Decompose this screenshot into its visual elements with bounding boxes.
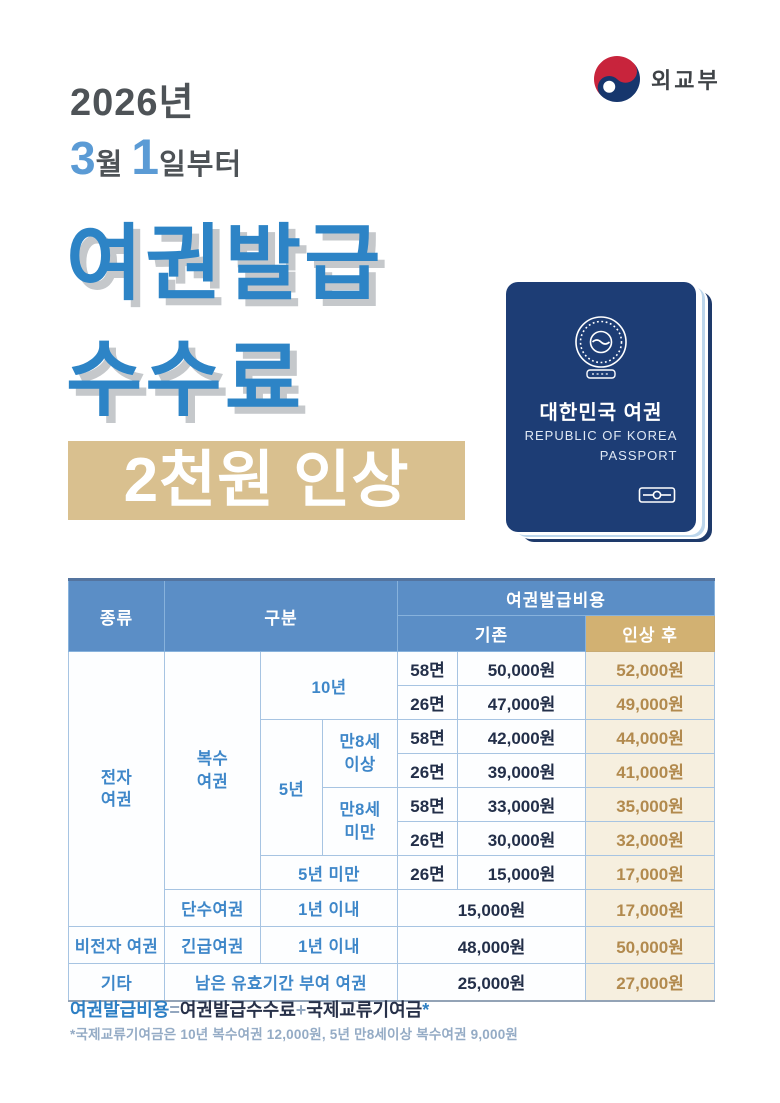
title-line1: 여권발급 (66, 217, 384, 310)
cell-pages: 26면 (397, 821, 459, 856)
group-within-1yr: 1년 이내 (259, 889, 399, 927)
cell-pages: 58면 (397, 787, 459, 822)
cell-after-fee: 49,000원 (585, 685, 716, 720)
passport-illustration: 대한민국 여권 REPUBLIC OF KOREA PASSPORT (506, 282, 696, 532)
group-under-five: 5년 미만 (259, 855, 399, 890)
cell-after-fee: 17,000원 (585, 855, 716, 890)
formula-fee: 여권발급수수료 (179, 1000, 296, 1020)
group-electronic: 전자 여권 (68, 651, 165, 927)
header-cost: 여권발급비용 (397, 579, 716, 616)
cell-existing-fee: 42,000원 (457, 719, 587, 754)
footer-note: *국제교류기여금은 10년 복수여권 12,000원, 5년 만8세이상 복수여… (70, 1027, 519, 1042)
cell-existing-fee: 33,000원 (457, 787, 587, 822)
cell-after-fee: 27,000원 (585, 963, 716, 1001)
formula-contribution: 국제교류기여금 (306, 1000, 423, 1020)
passport-fee-table: 종류 구분 여권발급비용 기존 인상 후 전자 여권 복수 여권 10년 58면… (68, 578, 716, 1002)
group-five-year: 5년 (260, 719, 323, 856)
cell-pages: 26면 (397, 753, 459, 788)
cell-existing-fee: 30,000원 (457, 821, 587, 856)
table-row: 26면 39,000원 41,000원 (69, 753, 716, 788)
announce-month-suffix: 월 (95, 149, 124, 181)
announce-month-number: 3 (70, 132, 96, 184)
passport-english-line1: REPUBLIC OF KOREA (524, 428, 678, 443)
passport-title-english: REPUBLIC OF KOREA PASSPORT (506, 426, 696, 465)
table-row: 기타 남은 유효기간 부여 여권 25,000원 27,000원 (68, 963, 716, 1001)
passport-cover: 대한민국 여권 REPUBLIC OF KOREA PASSPORT (506, 282, 696, 532)
table-row: 5년 미만 26면 15,000원 17,000원 (69, 855, 716, 890)
group-remaining-validity: 남은 유효기간 부여 여권 (163, 963, 399, 1001)
table-row: 비전자 여권 긴급여권 1년 이내 48,000원 50,000원 (68, 926, 716, 964)
title-line2: 수수료 (66, 333, 305, 426)
header-category: 구분 (163, 579, 399, 652)
cell-existing-fee: 39,000원 (457, 753, 587, 788)
formula-plus: + (295, 1000, 307, 1020)
cell-pages: 26면 (397, 855, 459, 890)
header-type: 종류 (68, 579, 165, 652)
taegeuk-symbol-icon (584, 46, 650, 112)
table-row: 26면 47,000원 49,000원 (69, 685, 716, 720)
formula-asterisk: * (422, 1000, 430, 1020)
header-existing: 기존 (397, 615, 587, 652)
cell-after-fee: 17,000원 (585, 889, 716, 927)
formula-cost: 여권발급비용 (70, 1000, 170, 1020)
title-highlight-text: 2천원 인상 (123, 445, 410, 515)
mofa-logo: 외교부 (584, 46, 721, 112)
table-row: 26면 30,000원 32,000원 (69, 821, 716, 856)
footer-formula: 여권발급비용=여권발급수수료+국제교류기여금* (70, 1001, 518, 1019)
cell-existing-fee: 15,000원 (457, 855, 587, 890)
header-after: 인상 후 (585, 615, 716, 652)
cell-pages: 58면 (397, 719, 459, 754)
announce-day-number: 1 (131, 129, 160, 185)
national-emblem-icon (575, 316, 627, 379)
passport-english-line2: PASSPORT (599, 447, 678, 463)
announce-date: 3 월 1 일부터 (70, 132, 242, 182)
cell-pages: 26면 (397, 685, 459, 720)
announce-day-suffix: 일부터 (159, 149, 243, 181)
cell-pages: 58면 (397, 651, 459, 686)
table-row: 5년 만8세 이상 58면 42,000원 44,000원 (69, 719, 716, 856)
cell-existing-fee: 25,000원 (397, 963, 587, 1001)
cell-existing-fee: 47,000원 (457, 685, 587, 720)
group-within-1yr: 1년 이내 (259, 926, 399, 964)
passport-title-korean: 대한민국 여권 (539, 402, 663, 424)
group-non-electronic: 비전자 여권 (68, 926, 165, 964)
cell-after-fee: 44,000원 (585, 719, 716, 754)
formula-equals: = (169, 1000, 180, 1020)
cell-after-fee: 52,000원 (585, 651, 716, 686)
announce-year: 2026년 (70, 82, 195, 124)
group-age-over8: 만8세 이상 (321, 719, 399, 788)
effective-date: 2026년 3 월 1 일부터 (70, 84, 242, 182)
group-ten-year: 10년 (259, 651, 399, 720)
cell-existing-fee: 50,000원 (457, 651, 587, 686)
group-age-under8: 만8세 미만 (321, 787, 399, 856)
cell-after-fee: 41,000원 (585, 753, 716, 788)
cell-existing-fee: 15,000원 (397, 889, 587, 927)
group-other: 기타 (68, 963, 165, 1001)
table-row: 만8세 미만 58면 33,000원 35,000원 (69, 787, 716, 856)
table-row: 단수여권 1년 이내 15,000원 17,000원 (69, 889, 716, 927)
group-emergency: 긴급여권 (164, 926, 261, 964)
group-single: 단수여권 (164, 889, 261, 927)
cell-after-fee: 50,000원 (585, 926, 716, 964)
cell-after-fee: 35,000원 (585, 787, 716, 822)
group-multiple: 복수 여권 (164, 651, 261, 890)
cell-after-fee: 32,000원 (585, 821, 716, 856)
footer-notes: 여권발급비용=여권발급수수료+국제교류기여금* *국제교류기여금은 10년 복수… (70, 1001, 518, 1042)
cell-existing-fee: 48,000원 (397, 926, 587, 964)
table-row: 전자 여권 복수 여권 10년 58면 50,000원 52,000원 (68, 651, 716, 927)
title-highlight-banner: 2천원 인상 (68, 441, 465, 520)
mofa-logo-label: 외교부 (651, 68, 721, 93)
epassport-chip-icon (638, 487, 676, 503)
